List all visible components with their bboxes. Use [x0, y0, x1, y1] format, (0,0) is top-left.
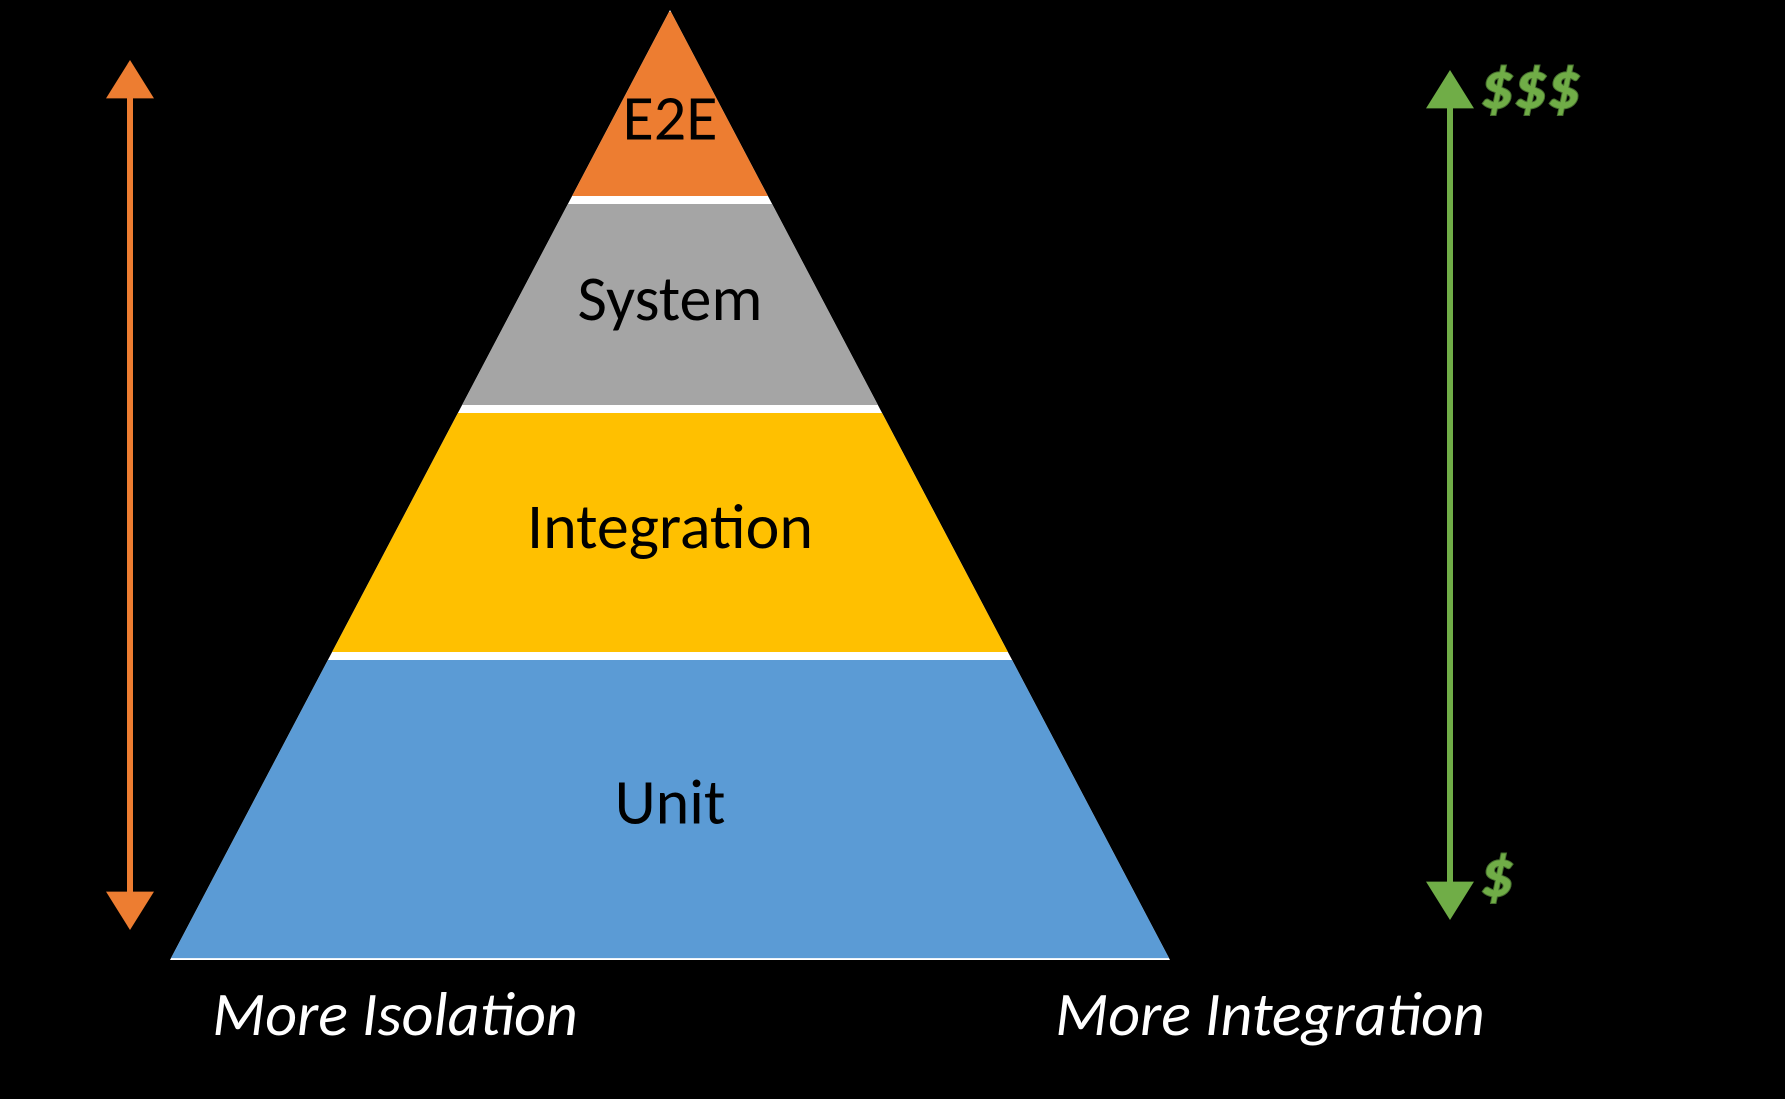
cost-label-top: $$$	[1480, 45, 1580, 126]
diagram-stage: E2ESystemIntegrationUnit $$$$ More Isola…	[0, 0, 1785, 1099]
axis-label-more-isolation: More Isolation	[212, 976, 578, 1052]
cost-label-bottom: $	[1480, 833, 1513, 914]
pyramid: E2E System Integration Unit	[170, 10, 1170, 960]
diagram-svg: E2ESystemIntegrationUnit $$$$ More Isola…	[0, 0, 1785, 1099]
pyramid-label-system: System	[577, 260, 762, 338]
pyramid-label-e2e: E2E	[623, 79, 718, 157]
axis-label-more-integration: More Integration	[1055, 976, 1485, 1052]
isolation-integration-axis	[106, 60, 154, 930]
cost-axis: $$$$	[1426, 45, 1580, 920]
pyramid-label-unit: Unit	[615, 763, 726, 841]
bottom-labels: More Isolation More Integration	[212, 976, 1485, 1052]
pyramid-label-integration: Integration	[527, 488, 813, 566]
